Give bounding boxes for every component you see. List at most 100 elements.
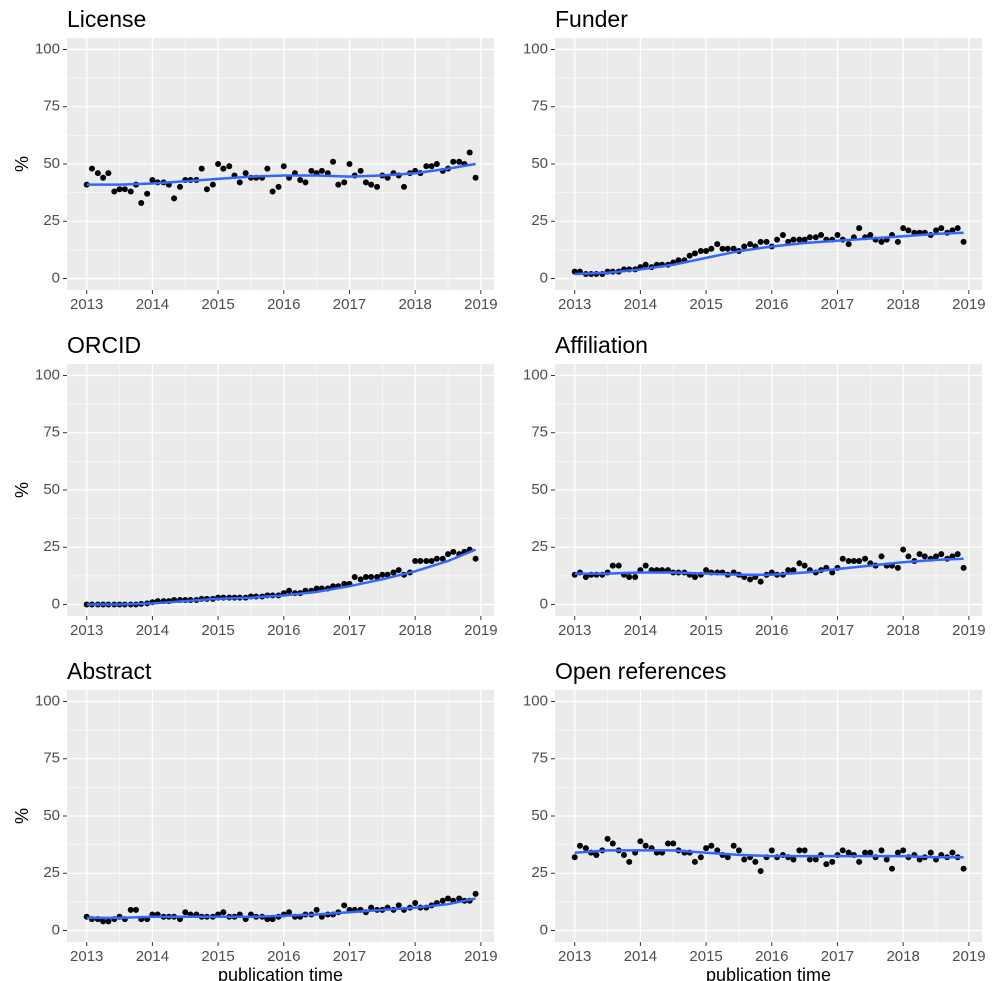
data-point	[675, 257, 682, 264]
data-point	[226, 163, 233, 170]
data-point	[198, 165, 205, 172]
data-point	[796, 560, 803, 567]
data-point	[456, 158, 463, 165]
x-tick-label: 2014	[624, 296, 657, 313]
data-point	[390, 569, 397, 576]
data-point	[116, 186, 123, 193]
data-point	[472, 174, 479, 181]
panel-title: Funder	[555, 6, 628, 32]
data-point	[280, 163, 287, 170]
data-point	[384, 571, 391, 578]
data-point	[741, 243, 748, 250]
trend-line	[574, 557, 964, 577]
x-tick-label: 2018	[886, 948, 919, 965]
data-point	[423, 163, 430, 170]
y-tick-label: 50	[43, 155, 60, 172]
data-point	[796, 847, 803, 854]
data-point	[806, 234, 813, 241]
data-point	[456, 895, 463, 902]
data-point	[724, 854, 731, 861]
data-point	[374, 574, 381, 581]
y-tick-label: 50	[43, 481, 60, 498]
data-point	[132, 906, 139, 913]
data-point	[357, 167, 364, 174]
data-point	[714, 241, 721, 248]
data-point	[182, 909, 189, 916]
data-point	[445, 895, 452, 902]
data-point	[144, 190, 151, 197]
data-point	[954, 225, 961, 232]
y-tick-label: 75	[531, 424, 548, 441]
x-tick-label: 2018	[398, 622, 431, 639]
data-point	[823, 861, 830, 868]
data-point	[433, 555, 440, 562]
x-tick-label: 2013	[70, 622, 103, 639]
data-point	[318, 167, 325, 174]
data-point	[768, 847, 775, 854]
data-point	[905, 227, 912, 234]
y-tick-label: 25	[43, 538, 60, 555]
x-tick-label: 2014	[136, 296, 169, 313]
data-point	[845, 558, 852, 565]
data-point	[921, 553, 928, 560]
x-tick-label: 2013	[558, 948, 591, 965]
data-point	[417, 558, 424, 565]
data-point	[220, 165, 227, 172]
y-tick-label: 100	[523, 692, 548, 709]
data-point	[138, 199, 145, 206]
y-tick-label: 75	[531, 98, 548, 115]
data-point	[94, 170, 101, 177]
data-point	[105, 918, 112, 925]
data-point	[747, 576, 754, 583]
y-tick-label: 0	[540, 596, 548, 613]
data-point	[171, 195, 178, 202]
x-tick-label: 2019	[952, 296, 985, 313]
data-point	[867, 849, 874, 856]
data-point	[351, 574, 358, 581]
data-point	[839, 847, 846, 854]
y-axis-label: %	[12, 808, 32, 824]
x-tick-label: 2017	[821, 296, 854, 313]
data-point	[812, 856, 819, 863]
data-point	[757, 578, 764, 585]
data-point	[757, 867, 764, 874]
x-tick-label: 2016	[755, 948, 788, 965]
y-tick-label: 75	[531, 750, 548, 767]
data-point	[428, 163, 435, 170]
data-point	[763, 238, 770, 245]
data-point	[960, 564, 967, 571]
x-tick-label: 2016	[755, 622, 788, 639]
data-point	[883, 856, 890, 863]
data-point	[127, 906, 134, 913]
data-point	[785, 567, 792, 574]
data-point	[149, 177, 156, 184]
data-point	[812, 234, 819, 241]
data-point	[708, 245, 715, 252]
data-point	[472, 890, 479, 897]
data-point	[747, 241, 754, 248]
data-point	[264, 916, 271, 923]
data-point	[801, 236, 808, 243]
x-tick-label: 2016	[755, 296, 788, 313]
data-point	[949, 849, 956, 856]
x-tick-label: 2018	[398, 948, 431, 965]
data-point	[856, 858, 863, 865]
data-point	[341, 580, 348, 587]
y-tick-label: 0	[52, 596, 60, 613]
data-point	[878, 847, 885, 854]
data-point	[862, 555, 869, 562]
data-point	[719, 245, 726, 252]
y-tick-label: 50	[43, 807, 60, 824]
y-tick-label: 25	[531, 538, 548, 555]
data-point	[374, 183, 381, 190]
data-point	[905, 553, 912, 560]
x-tick-label: 2016	[267, 296, 300, 313]
x-tick-label: 2016	[267, 948, 300, 965]
data-point	[900, 546, 907, 553]
x-tick-label: 2017	[333, 948, 366, 965]
data-point	[362, 574, 369, 581]
data-point	[302, 179, 309, 186]
y-axis-label: %	[12, 482, 32, 498]
data-point	[357, 576, 364, 583]
data-point	[900, 847, 907, 854]
